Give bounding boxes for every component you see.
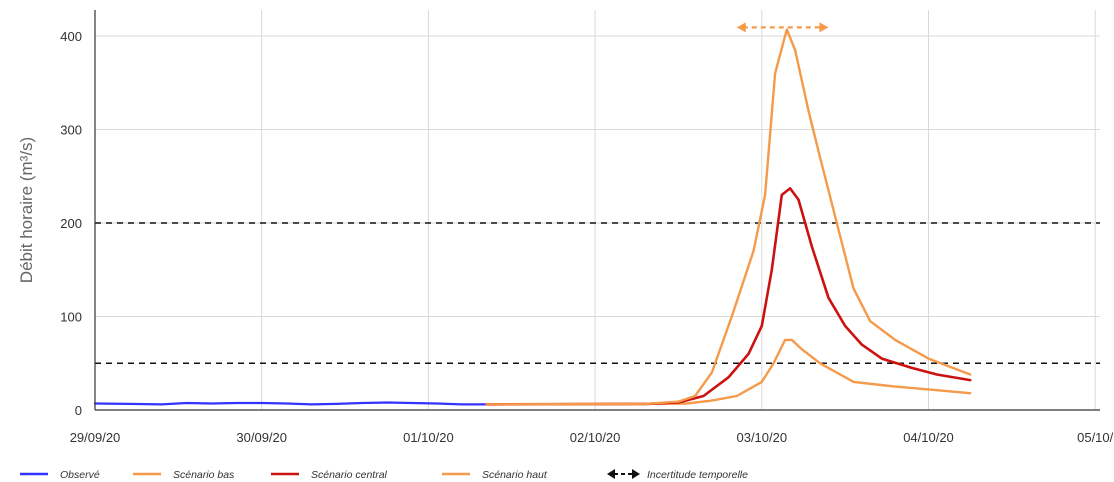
- legend-label: Scénario central: [311, 469, 388, 481]
- legend-item: Incertitude temporelle: [607, 469, 748, 481]
- legend-item: Scénario bas: [133, 469, 235, 481]
- y-tick-label: 300: [60, 123, 82, 138]
- legend-item: Scénario haut: [442, 469, 548, 481]
- threshold-lines: [95, 222, 1100, 365]
- legend-label: Incertitude temporelle: [647, 469, 748, 481]
- x-tick-label: 30/09/20: [236, 430, 287, 445]
- y-tick-label: 100: [60, 310, 82, 325]
- uncertainty-arrow-head-right: [819, 22, 829, 33]
- x-tick-label: 02/10/20: [570, 430, 621, 445]
- y-axis-title: Débit horaire (m³/s): [17, 137, 36, 283]
- legend-label: Observé: [60, 469, 100, 481]
- axes: 0 100 200 300 400 29/09/20 30/09/20 01/10/20 02/…: [17, 10, 1114, 445]
- y-tick-label: 200: [60, 216, 82, 231]
- x-tick-label: 05/10/: [1077, 430, 1114, 445]
- uncertainty-arrow: [736, 22, 829, 33]
- legend-arrow-head-right: [632, 469, 640, 479]
- x-tick-label: 04/10/20: [903, 430, 954, 445]
- series-line-sc-nario-bas: [485, 338, 972, 406]
- y-tick-label: 400: [60, 29, 82, 44]
- series-line-sc-nario-central: [485, 187, 972, 406]
- legend-item: Scénario central: [271, 469, 388, 481]
- series-line-sc-nario-haut: [485, 28, 972, 406]
- legend-item: Observé: [20, 469, 100, 481]
- x-tick-label: 29/09/20: [70, 430, 121, 445]
- y-tick-label: 0: [75, 403, 82, 418]
- legend-label: Scénario haut: [482, 469, 548, 481]
- x-tick-label: 03/10/20: [736, 430, 787, 445]
- grid: [95, 10, 1100, 410]
- series-lines: [93, 28, 972, 406]
- x-tick-label: 01/10/20: [403, 430, 454, 445]
- series-line-observ-: [93, 401, 488, 406]
- uncertainty-arrow-head-left: [736, 22, 746, 33]
- legend: Observé Scénario bas Scénario central Scéna…: [20, 469, 748, 481]
- legend-arrow-head-left: [607, 469, 615, 479]
- legend-label: Scénario bas: [173, 469, 235, 481]
